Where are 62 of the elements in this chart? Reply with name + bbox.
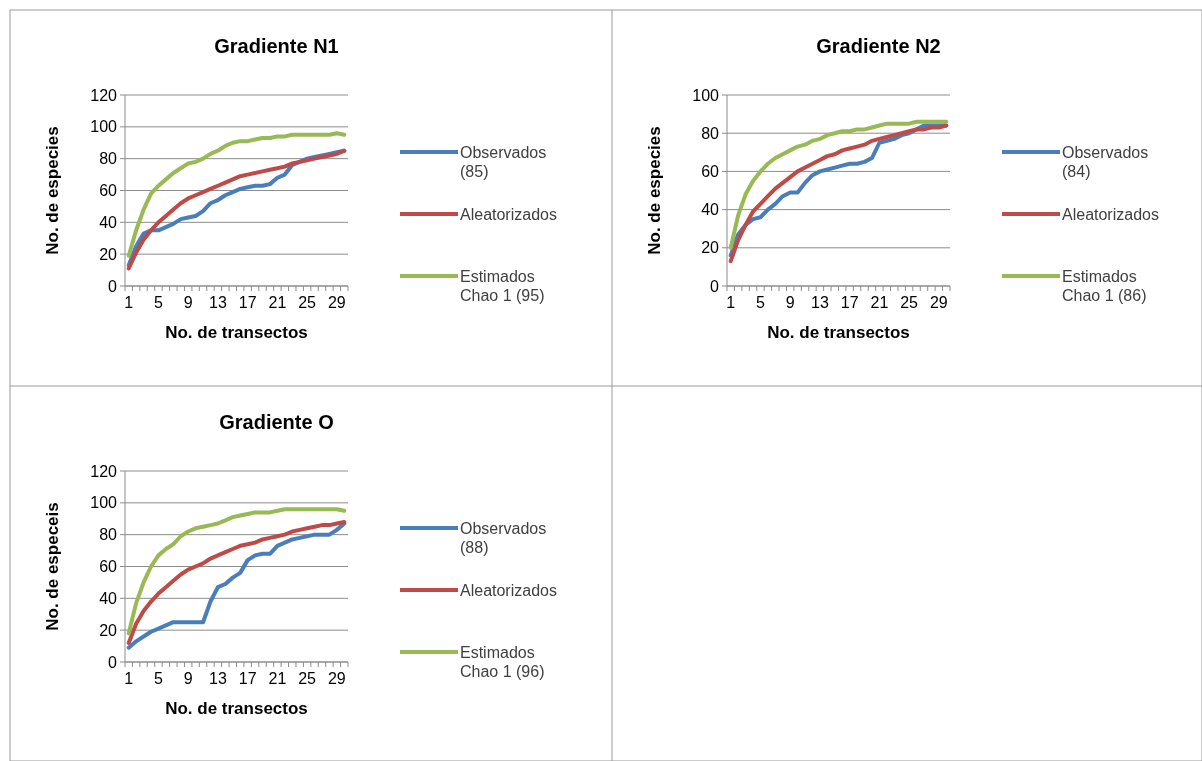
- legend-label: Observados (84): [1062, 143, 1149, 180]
- x-tick-label: 13: [209, 670, 227, 687]
- x-axis-title: No. de transectos: [767, 323, 910, 342]
- x-tick-label: 25: [298, 294, 317, 311]
- x-tick-label: 29: [327, 294, 346, 311]
- x-tick-label: 17: [238, 670, 257, 687]
- y-tick-label: 120: [90, 462, 118, 480]
- x-tick-label: 9: [183, 294, 193, 311]
- y-tick-label: 40: [99, 589, 118, 607]
- y-tick-label: 0: [108, 277, 118, 295]
- x-tick-label: 9: [183, 670, 193, 687]
- x-tick-label: 9: [785, 294, 795, 311]
- legend-label: Observados (85): [460, 143, 547, 180]
- legend-label: Estimados Chao 1 (96): [460, 643, 545, 680]
- y-tick-label: 60: [99, 182, 118, 200]
- x-tick-label: 29: [327, 670, 346, 687]
- legend-label: Observados (88): [460, 519, 547, 556]
- x-tick-label: 21: [870, 294, 889, 311]
- legend-label: Estimados Chao 1 (95): [460, 267, 545, 304]
- x-tick-label: 21: [268, 294, 287, 311]
- y-tick-label: 60: [99, 558, 118, 576]
- x-tick-label: 5: [154, 294, 163, 311]
- y-tick-label: 40: [99, 213, 118, 231]
- chart-title: Gradiente N2: [816, 35, 941, 57]
- y-axis-title: No. de especeis: [43, 502, 62, 631]
- y-tick-label: 0: [710, 277, 720, 295]
- y-axis-title: No. de especies: [645, 126, 664, 255]
- x-tick-label: 13: [209, 294, 227, 311]
- y-tick-label: 20: [99, 245, 118, 263]
- chart-title: Gradiente N1: [214, 35, 339, 57]
- y-tick-label: 100: [90, 494, 118, 512]
- x-tick-label: 25: [900, 294, 919, 311]
- legend-label: Estimados Chao 1 (86): [1062, 267, 1147, 304]
- y-tick-label: 40: [701, 201, 720, 219]
- y-tick-label: 120: [90, 86, 118, 104]
- y-tick-label: 80: [99, 150, 118, 168]
- y-tick-label: 0: [108, 653, 118, 671]
- y-tick-label: 80: [99, 526, 118, 544]
- x-tick-label: 17: [840, 294, 859, 311]
- y-tick-label: 100: [692, 86, 720, 104]
- x-tick-label: 1: [124, 294, 134, 311]
- legend-label: Aleatorizados: [460, 205, 557, 223]
- y-axis-title: No. de especies: [43, 126, 62, 255]
- legend-label: Aleatorizados: [460, 581, 557, 599]
- x-tick-label: 25: [298, 670, 317, 687]
- y-tick-label: 20: [99, 621, 118, 639]
- chart-title: Gradiente O: [219, 411, 334, 433]
- y-tick-label: 20: [701, 239, 720, 257]
- y-tick-label: 100: [90, 118, 118, 136]
- legend-label: Aleatorizados: [1062, 205, 1159, 223]
- x-tick-label: 5: [756, 294, 765, 311]
- x-tick-label: 21: [268, 670, 287, 687]
- x-tick-label: 17: [238, 294, 257, 311]
- x-tick-label: 5: [154, 670, 163, 687]
- x-axis-title: No. de transectos: [165, 699, 308, 718]
- y-tick-label: 60: [701, 163, 720, 180]
- x-tick-label: 1: [726, 294, 736, 311]
- x-tick-label: 1: [124, 670, 134, 687]
- x-tick-label: 13: [811, 294, 829, 311]
- x-tick-label: 29: [929, 294, 948, 311]
- y-tick-label: 80: [701, 124, 720, 142]
- x-axis-title: No. de transectos: [165, 323, 308, 342]
